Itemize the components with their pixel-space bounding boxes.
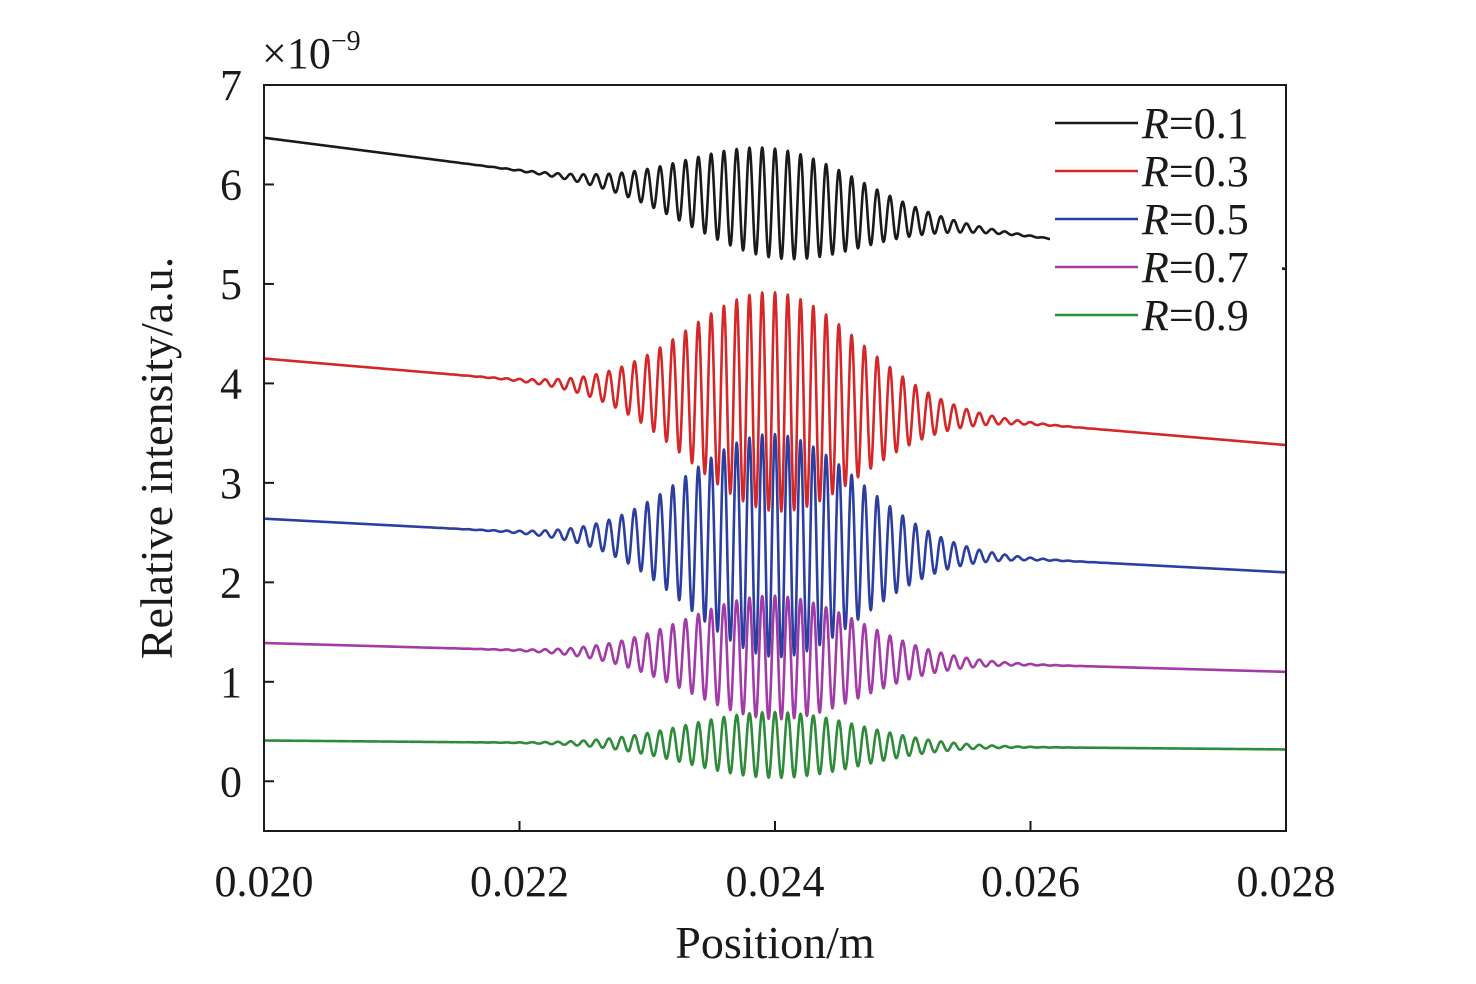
- x-tick-label: 0.024: [726, 857, 825, 906]
- series-line-r-0-9: [263, 710, 1287, 780]
- legend-label-value: =0.7: [1169, 243, 1249, 292]
- x-tick-label: 0.026: [981, 857, 1080, 906]
- legend-label: R=0.3: [1141, 147, 1249, 196]
- legend-label-value: =0.9: [1169, 291, 1249, 340]
- legend-background: [1050, 96, 1282, 346]
- y-axis-label: Relative intensity/a.u.: [131, 257, 182, 659]
- legend-label-symbol: R: [1141, 243, 1169, 292]
- legend-label-value: =0.3: [1169, 147, 1249, 196]
- y-tick-label: 6: [220, 160, 242, 209]
- y-tick-label: 2: [220, 558, 242, 607]
- multiplier-label: ×10−9: [262, 26, 361, 78]
- series-line-r-0-3: [263, 291, 1287, 513]
- x-tick-label: 0.028: [1237, 857, 1336, 906]
- legend-label: R=0.9: [1141, 291, 1249, 340]
- x-tick-label: 0.020: [215, 857, 314, 906]
- series-line-r-0-5: [263, 432, 1287, 659]
- legend-label-value: =0.1: [1169, 99, 1249, 148]
- y-tick-label: 3: [220, 459, 242, 508]
- legend-label-value: =0.5: [1169, 195, 1249, 244]
- y-tick-label: 5: [220, 260, 242, 309]
- series-line-r-0-7: [263, 594, 1287, 721]
- legend-label-symbol: R: [1141, 195, 1169, 244]
- legend-label-symbol: R: [1141, 147, 1169, 196]
- y-tick-label: 4: [220, 359, 242, 408]
- legend-label-symbol: R: [1141, 99, 1169, 148]
- ticks-layer: 0.020 0.022 0.024 0.026 0.028 0 1 2 3 4 5 6 7: [215, 61, 1336, 906]
- legend-label: R=0.5: [1141, 195, 1249, 244]
- legend-label: R=0.1: [1141, 99, 1249, 148]
- y-tick-label: 0: [220, 757, 242, 806]
- multiplier-base: ×10: [262, 29, 331, 78]
- y-tick-label: 7: [220, 61, 242, 110]
- y-tick-label: 1: [220, 658, 242, 707]
- x-axis-label: Position/m: [675, 917, 875, 968]
- legend-label-symbol: R: [1141, 291, 1169, 340]
- x-tick-label: 0.022: [470, 857, 569, 906]
- legend: R=0.1R=0.3R=0.5R=0.7R=0.9: [1050, 96, 1282, 346]
- legend-label: R=0.7: [1141, 243, 1249, 292]
- multiplier-exponent: −9: [331, 26, 361, 57]
